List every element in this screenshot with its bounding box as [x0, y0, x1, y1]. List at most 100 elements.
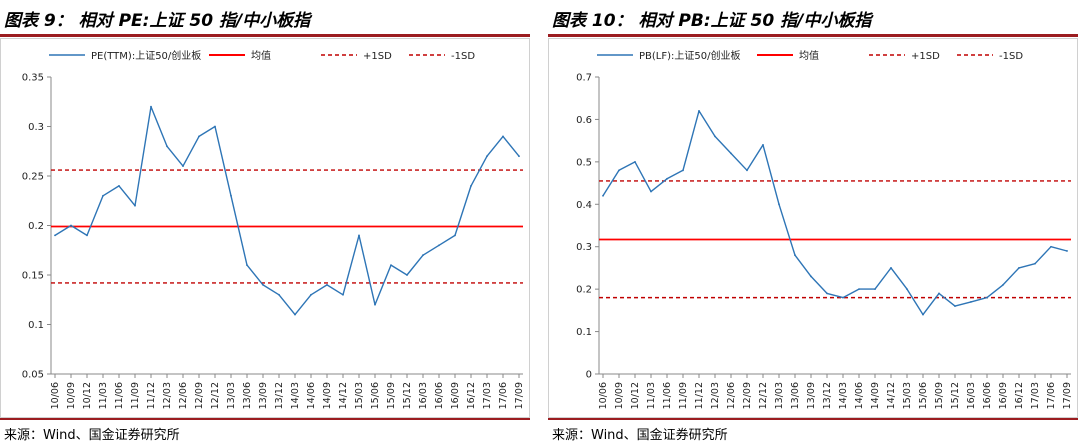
data-point: [842, 296, 844, 299]
data-point: [666, 177, 668, 180]
y-tick-label: 0.3: [28, 122, 44, 133]
x-tick-label: 11/09: [130, 382, 141, 409]
x-tick-label: 11/06: [114, 382, 125, 409]
x-tick-label: 17/09: [514, 382, 525, 409]
data-point: [262, 284, 264, 286]
data-point: [438, 244, 440, 247]
legend-label: PE(TTM):上证50/创业板: [91, 49, 201, 62]
series-points: [54, 105, 520, 316]
data-point: [310, 293, 312, 296]
x-tick-label: 10/06: [50, 382, 61, 409]
chart-legend: PB(LF):上证50/创业板 均值 +1SD -1SD: [597, 49, 1023, 62]
y-tick-label: 0.6: [576, 115, 592, 126]
data-point: [826, 292, 828, 295]
x-tick-label: 15/03: [354, 382, 365, 409]
data-point: [118, 185, 120, 187]
data-point: [650, 190, 652, 193]
x-tick-label: 15/09: [386, 382, 397, 409]
x-tick-label: 13/12: [822, 382, 833, 409]
legend-label: -1SD: [999, 51, 1023, 62]
data-point: [422, 254, 424, 257]
data-point: [326, 284, 328, 286]
data-point: [182, 165, 184, 167]
pe-ratio-chart: PE(TTM):上证50/创业板 均值 +1SD -1SD 0.05 0.1 0.15 0.2…: [22, 49, 525, 409]
legend-entry: 均值: [209, 49, 271, 62]
x-tick-label: 10/09: [66, 382, 77, 409]
data-point: [634, 160, 636, 163]
legend-label: 均值: [251, 49, 271, 62]
chart-frame: PB(LF):上证50/创业板 均值 +1SD -1SD 0 0.1 0.2 0.3 0.4 0.…: [548, 38, 1078, 418]
data-point: [198, 135, 200, 138]
data-point: [406, 274, 408, 276]
data-point: [1018, 267, 1020, 269]
data-point: [954, 305, 956, 308]
x-tick-label: 12/06: [178, 382, 189, 409]
chart-legend: PE(TTM):上证50/创业板 均值 +1SD -1SD: [49, 49, 475, 62]
y-tick-label: 0.35: [22, 73, 44, 84]
data-point: [102, 194, 104, 197]
data-point: [682, 169, 684, 172]
data-point: [230, 194, 232, 197]
y-tick-label: 0.15: [22, 271, 44, 282]
y-tick-label: 0.4: [576, 200, 592, 211]
legend-entry: -1SD: [409, 51, 475, 62]
x-tick-label: 14/03: [838, 382, 849, 409]
data-point: [1034, 262, 1036, 265]
legend-entry: 均值: [757, 49, 819, 62]
legend-label: +1SD: [363, 51, 392, 62]
x-tick-label: 16/06: [982, 382, 993, 409]
x-tick-label: 14/06: [306, 382, 317, 409]
y-tick-label: 0.3: [576, 242, 592, 253]
x-axis: 10/06 10/09 10/12 11/03 11/06 11/09 11/12 12/03…: [598, 373, 1073, 409]
x-tick-label: 13/09: [258, 382, 269, 409]
y-axis: 0.05 0.1 0.15 0.2 0.25 0.3 0.35: [22, 73, 52, 381]
x-tick-label: 16/12: [1014, 382, 1025, 409]
data-point: [762, 143, 764, 146]
data-point: [618, 169, 620, 172]
x-tick-label: 13/03: [226, 382, 237, 409]
x-tick-label: 15/06: [370, 382, 381, 409]
x-tick-label: 13/09: [806, 382, 817, 409]
x-tick-label: 12/06: [726, 382, 737, 409]
data-point: [294, 313, 296, 316]
data-point: [938, 292, 940, 295]
x-tick-label: 17/06: [498, 382, 509, 409]
data-point: [70, 224, 72, 227]
title-rule: [548, 34, 1078, 37]
data-point: [810, 275, 812, 278]
x-tick-label: 12/12: [210, 382, 221, 409]
data-point: [922, 313, 924, 316]
x-tick-label: 14/06: [854, 382, 865, 409]
y-tick-label: 0.5: [576, 157, 592, 168]
x-tick-label: 13/06: [790, 382, 801, 409]
data-point: [778, 203, 780, 206]
y-tick-label: 0.1: [576, 327, 592, 338]
data-point: [906, 288, 908, 291]
x-tick-label: 12/09: [742, 382, 753, 409]
x-tick-label: 17/03: [482, 382, 493, 409]
x-tick-label: 17/09: [1062, 382, 1073, 409]
source-note: 来源：Wind、国金证券研究所: [4, 428, 180, 443]
x-tick-label: 16/09: [998, 382, 1009, 409]
x-tick-label: 16/03: [966, 382, 977, 409]
data-point: [390, 264, 392, 266]
x-tick-label: 17/06: [1046, 382, 1057, 409]
x-tick-label: 11/12: [146, 382, 157, 409]
x-tick-label: 11/03: [98, 382, 109, 409]
figure-9-panel: 图表 9： 相对 PE:上证 50 指/中小板指 PE(TTM):上证50/创业…: [0, 0, 530, 448]
data-point: [150, 105, 152, 108]
series-points: [602, 110, 1068, 316]
x-tick-label: 11/06: [662, 382, 673, 409]
x-tick-label: 11/12: [694, 382, 705, 409]
figure-title: 图表 9： 相对 PE:上证 50 指/中小板指: [4, 11, 311, 31]
data-point: [86, 234, 88, 237]
data-point: [1066, 250, 1068, 252]
legend-entry: +1SD: [321, 51, 392, 62]
data-point: [358, 234, 360, 237]
data-point: [470, 185, 472, 187]
legend-label: +1SD: [911, 51, 940, 62]
legend-entry: PE(TTM):上证50/创业板: [49, 49, 201, 62]
x-tick-label: 16/12: [466, 382, 477, 409]
data-point: [374, 303, 376, 306]
figure-10-panel: 图表 10： 相对 PB:上证 50 指/中小板指 PB(LF):上证50/创业…: [548, 0, 1078, 448]
